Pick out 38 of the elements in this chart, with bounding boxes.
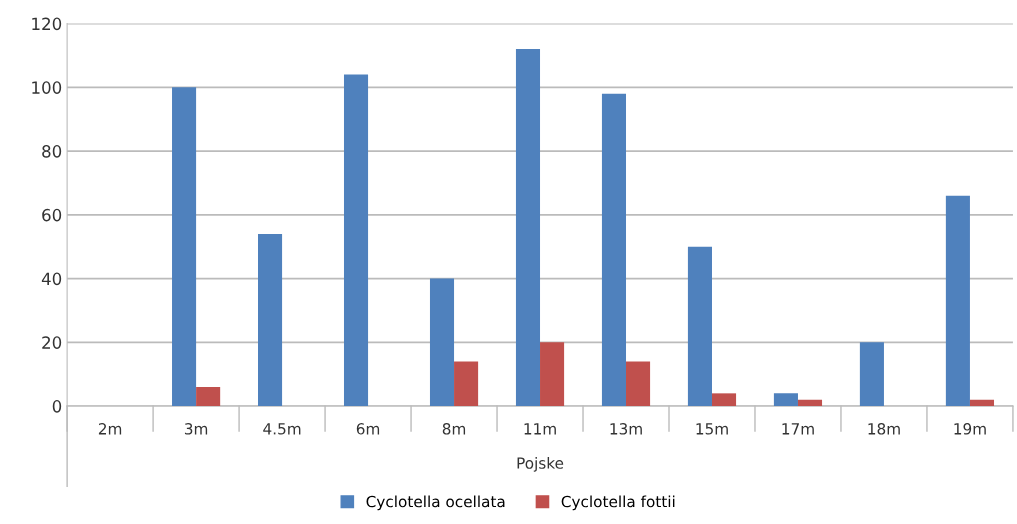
y-tick-label: 120 — [32, 17, 62, 31]
bar — [626, 361, 651, 407]
y-tick-label: 60 — [42, 208, 62, 222]
bar — [711, 393, 737, 407]
bar — [515, 49, 541, 407]
x-tick-label: 15m — [696, 423, 728, 435]
x-tick-label: 11m — [524, 423, 556, 435]
legend-label: Cyclotella fottii — [561, 495, 675, 511]
bar — [172, 87, 197, 407]
bar — [969, 399, 995, 407]
x-tick-label: 3m — [184, 423, 208, 435]
x-tick-label: 6m — [356, 423, 380, 435]
bar — [945, 195, 970, 407]
y-tick-label: 80 — [42, 145, 62, 158]
bar — [601, 93, 627, 407]
bar — [454, 361, 479, 407]
bar — [429, 278, 455, 407]
x-tick-label: 13m — [610, 423, 642, 435]
bar — [773, 393, 798, 407]
y-tick-label: 0 — [52, 400, 62, 413]
bar — [343, 74, 369, 407]
x-tick-label: 17m — [782, 423, 814, 435]
x-tick-label: 19m — [954, 423, 986, 435]
bar — [258, 233, 283, 407]
x-axis-title: Pojske — [517, 457, 564, 472]
y-tick-label: 40 — [41, 272, 62, 286]
bar — [859, 342, 884, 407]
x-tick-label: 8m — [442, 423, 466, 435]
bar — [797, 399, 823, 407]
y-tick-label: 20 — [42, 336, 62, 349]
bar — [687, 246, 712, 407]
y-tick-label: 100 — [32, 81, 62, 94]
bar — [540, 342, 565, 407]
legend-label: Cyclotella ocellata — [366, 495, 505, 511]
x-tick-label: 18m — [868, 423, 900, 435]
bar — [196, 386, 221, 407]
x-tick-label: 4.5m — [263, 423, 301, 435]
x-tick-label: 2m — [98, 423, 122, 435]
